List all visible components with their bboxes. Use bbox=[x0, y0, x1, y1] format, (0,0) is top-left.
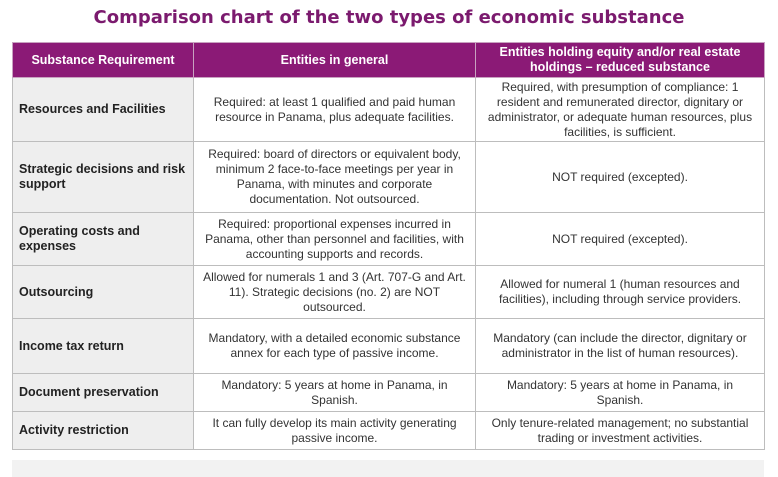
general-cell: Allowed for numerals 1 and 3 (Art. 707-G… bbox=[193, 265, 476, 319]
header-substance-requirement: Substance Requirement bbox=[12, 42, 194, 78]
header-entities-general: Entities in general bbox=[193, 42, 476, 78]
bottom-strip bbox=[12, 460, 764, 477]
general-cell: It can fully develop its main activity g… bbox=[193, 411, 476, 450]
table-row: Operating costs and expenses Required: p… bbox=[12, 212, 765, 266]
reduced-cell: NOT required (excepted). bbox=[475, 212, 765, 266]
table-row: Income tax return Mandatory, with a deta… bbox=[12, 318, 765, 374]
table-row: Document preservation Mandatory: 5 years… bbox=[12, 373, 765, 412]
table-row: Activity restriction It can fully develo… bbox=[12, 411, 765, 450]
header-entities-reduced: Entities holding equity and/or real esta… bbox=[475, 42, 765, 78]
table-row: Outsourcing Allowed for numerals 1 and 3… bbox=[12, 265, 765, 319]
reduced-cell: Only tenure-related management; no subst… bbox=[475, 411, 765, 450]
requirement-cell: Strategic decisions and risk support bbox=[12, 141, 194, 213]
requirement-cell: Activity restriction bbox=[12, 411, 194, 450]
general-cell: Required: proportional expenses incurred… bbox=[193, 212, 476, 266]
general-cell: Mandatory: 5 years at home in Panama, in… bbox=[193, 373, 476, 412]
requirement-cell: Document preservation bbox=[12, 373, 194, 412]
table-row: Resources and Facilities Required: at le… bbox=[12, 77, 765, 142]
reduced-cell: Mandatory (can include the director, dig… bbox=[475, 318, 765, 374]
table-row: Strategic decisions and risk support Req… bbox=[12, 141, 765, 213]
reduced-cell: Required, with presumption of compliance… bbox=[475, 77, 765, 142]
requirement-cell: Operating costs and expenses bbox=[12, 212, 194, 266]
reduced-cell: Allowed for numeral 1 (human resources a… bbox=[475, 265, 765, 319]
requirement-cell: Outsourcing bbox=[12, 265, 194, 319]
header-row: Substance Requirement Entities in genera… bbox=[12, 42, 765, 78]
comparison-table: Substance Requirement Entities in genera… bbox=[12, 42, 765, 450]
reduced-cell: Mandatory: 5 years at home in Panama, in… bbox=[475, 373, 765, 412]
page-title: Comparison chart of the two types of eco… bbox=[93, 7, 685, 28]
requirement-cell: Income tax return bbox=[12, 318, 194, 374]
general-cell: Required: board of directors or equivale… bbox=[193, 141, 476, 213]
requirement-cell: Resources and Facilities bbox=[12, 77, 194, 142]
general-cell: Required: at least 1 qualified and paid … bbox=[193, 77, 476, 142]
reduced-cell: NOT required (excepted). bbox=[475, 141, 765, 213]
general-cell: Mandatory, with a detailed economic subs… bbox=[193, 318, 476, 374]
